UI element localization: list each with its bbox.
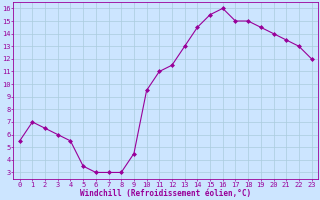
X-axis label: Windchill (Refroidissement éolien,°C): Windchill (Refroidissement éolien,°C) [80, 189, 251, 198]
